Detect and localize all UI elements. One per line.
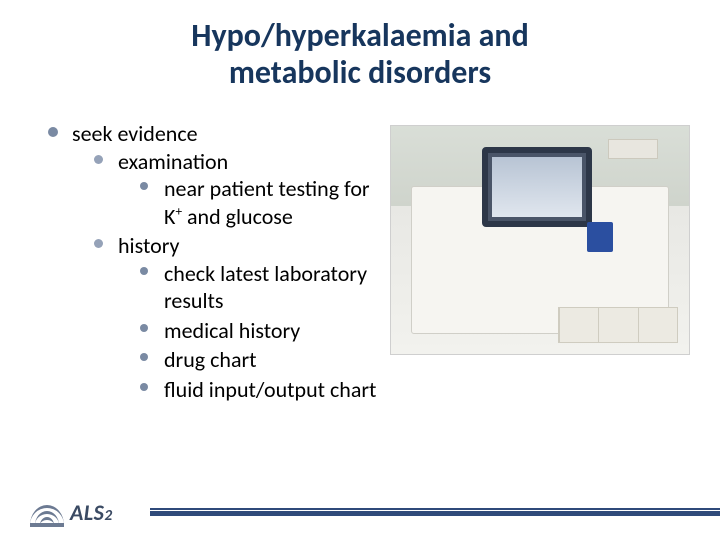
bullet-icon (94, 239, 103, 248)
bullet-text: examination (118, 148, 228, 175)
bullet-text: drug chart (164, 346, 257, 373)
bullet-content: seek evidence examination near patient t… (48, 120, 378, 405)
bullet-icon (140, 324, 148, 332)
bullet-icon (140, 383, 148, 391)
slide-title: Hypo/hyperkalaemia and metabolic disorde… (0, 0, 720, 92)
bullet-icon (94, 155, 103, 164)
bullet-drug-chart: drug chart (140, 346, 378, 374)
analyzer-screen (482, 147, 592, 227)
device-label (608, 139, 658, 159)
logo-icon (30, 501, 64, 525)
bullet-near-patient-testing: near patient testing for K+ and glucose (140, 175, 378, 230)
bullet-check-lab-results: check latest laboratory results (140, 260, 378, 315)
bullet-icon (140, 353, 148, 361)
bullet-text: check latest laboratory results (164, 260, 367, 315)
title-line-2: metabolic disorders (229, 53, 491, 92)
bullet-icon (140, 182, 148, 190)
logo-text: ALS2 (70, 499, 113, 526)
title-line-1: Hypo/hyperkalaemia and (191, 16, 528, 55)
als2-logo: ALS2 (30, 499, 113, 526)
bullet-icon (140, 267, 148, 275)
bullet-icon (48, 127, 58, 137)
bullet-history: history check latest laboratory results … (94, 232, 378, 403)
bullet-text: seek evidence (72, 120, 198, 147)
sample-port (587, 222, 613, 252)
bullet-fluid-chart: fluid input/output chart (140, 376, 378, 404)
bullet-text: history (118, 232, 179, 259)
bullet-medical-history: medical history (140, 317, 378, 345)
bullet-examination: examination near patient testing for K+ … (94, 148, 378, 231)
slide: Hypo/hyperkalaemia and metabolic disorde… (0, 0, 720, 540)
analyzer-body (411, 186, 669, 334)
bullet-text: medical history (164, 317, 300, 344)
bullet-text: fluid input/output chart (164, 376, 376, 403)
bullet-seek-evidence: seek evidence examination near patient t… (48, 120, 378, 403)
bullet-text: near patient testing for K+ and glucose (164, 175, 370, 230)
reagent-tray (558, 307, 678, 343)
device-photo (390, 125, 690, 355)
